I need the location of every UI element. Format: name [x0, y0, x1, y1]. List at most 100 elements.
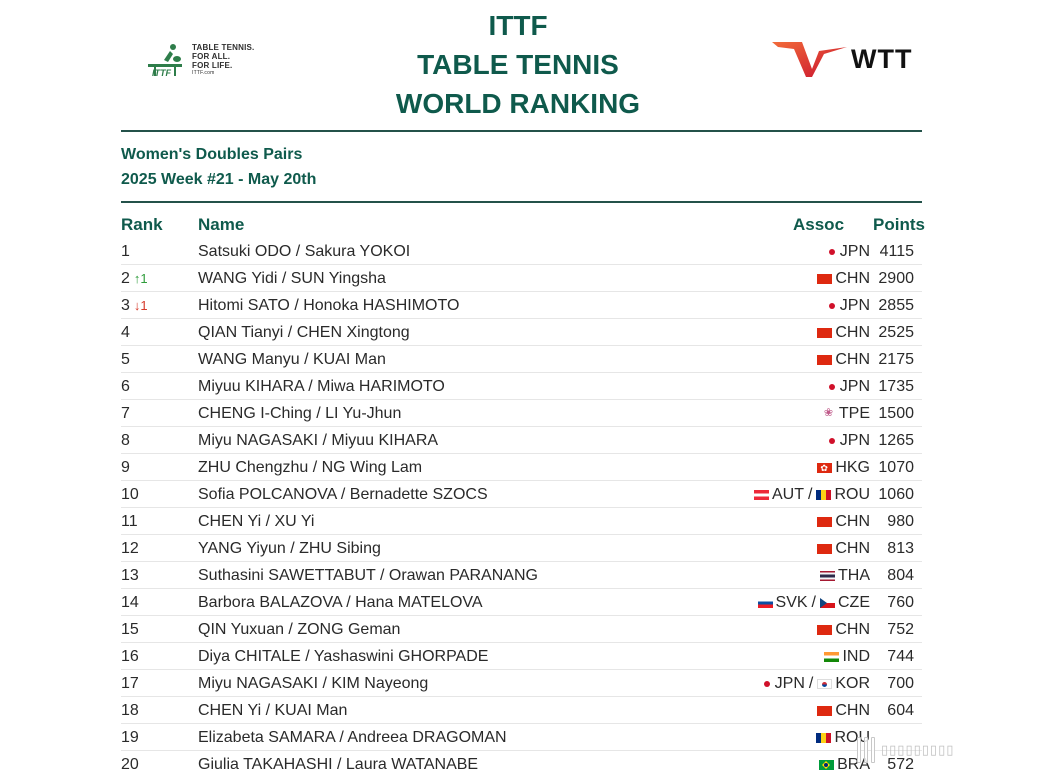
- assoc-code: THA: [838, 567, 870, 584]
- pair-name: Miyuu KIHARA / Miwa HARIMOTO: [198, 378, 445, 395]
- rank-number: 11: [121, 513, 138, 530]
- rank-number: 7: [121, 405, 130, 422]
- points-cell: 700: [887, 675, 914, 692]
- rank-number: 10: [121, 486, 139, 503]
- rou-flag-icon: [816, 732, 832, 743]
- bra-flag-icon: [819, 759, 835, 770]
- ittf-logo: ITTF TABLE TENNIS. FOR ALL. FOR LIFE. IT…: [146, 40, 286, 80]
- assoc-code: CHN: [835, 702, 870, 719]
- assoc-cell: THA: [820, 562, 870, 589]
- rank-cell: 6: [121, 373, 130, 400]
- pair-name: Suthasini SAWETTABUT / Orawan PARANANG: [198, 567, 538, 584]
- cze-flag-icon: [820, 597, 835, 608]
- points-cell: 2900: [878, 270, 914, 287]
- jpn-flag-icon: [827, 436, 837, 446]
- table-row: 3 ↓1 Hitomi SATO / Honoka HASHIMOTO JPN 2855: [121, 292, 922, 319]
- rank-number: 3: [121, 297, 130, 314]
- table-row: 4 QIAN Tianyi / CHEN Xingtong CHN 2525: [121, 319, 922, 346]
- ranking-table: 1 Satsuki ODO / Sakura YOKOI JPN 4115 2 ↑1 WAN…: [121, 238, 922, 776]
- svk-flag-icon: [757, 597, 773, 608]
- pair-name: CHENG I-Ching / LI Yu-Jhun: [198, 405, 402, 422]
- points-cell: 1265: [878, 432, 914, 449]
- assoc-cell: CHN: [817, 265, 870, 292]
- chn-flag-icon: [817, 705, 833, 716]
- rank-cell: 16: [121, 643, 139, 670]
- rou-flag-icon: [816, 489, 832, 500]
- assoc-cell: JPN: [827, 427, 870, 454]
- assoc-cell: AUT / ROU: [753, 481, 870, 508]
- assoc-cell: BRA: [819, 751, 870, 776]
- column-header-points: Points: [873, 215, 925, 234]
- rank-cell: 5: [121, 346, 130, 373]
- jpn-flag-icon: [827, 301, 837, 311]
- assoc-code: JPN: [839, 378, 870, 395]
- pair-name: QIAN Tianyi / CHEN Xingtong: [198, 324, 410, 341]
- tpe-flag-icon: [824, 400, 836, 427]
- assoc-cell: CHN: [817, 697, 870, 724]
- assoc-cell: JPN / KOR: [762, 670, 870, 697]
- rank-cell: 10: [121, 481, 139, 508]
- pair-name: CHEN Yi / XU Yi: [198, 513, 315, 530]
- rank-cell: 12: [121, 535, 139, 562]
- chn-flag-icon: [817, 543, 833, 554]
- rank-number: 13: [121, 567, 139, 584]
- assoc-code: CHN: [835, 324, 870, 341]
- assoc-code: TPE: [838, 405, 870, 422]
- pair-name: ZHU Chengzhu / NG Wing Lam: [198, 459, 423, 476]
- points-cell: 1735: [878, 378, 914, 395]
- jpn-flag-icon: [827, 247, 837, 257]
- pair-name: WANG Yidi / SUN Yingsha: [198, 270, 386, 287]
- subtitle-divider: [121, 201, 922, 203]
- assoc-code: JPN: [839, 297, 870, 314]
- table-row: 8 Miyu NAGASAKI / Miyuu KIHARA JPN 1265: [121, 427, 922, 454]
- pair-name: Miyu NAGASAKI / KIM Nayeong: [198, 675, 429, 692]
- table-row: 13 Suthasini SAWETTABUT / Orawan PARANANG…: [121, 562, 922, 589]
- rank-cell: 18: [121, 697, 139, 724]
- rank-number: 6: [121, 378, 130, 395]
- assoc-code: SVK: [775, 594, 808, 611]
- rank-number: 18: [121, 702, 139, 719]
- assoc-code: CHN: [835, 270, 870, 287]
- assoc-code: JPN: [839, 432, 870, 449]
- assoc-code: JPN: [774, 675, 805, 692]
- points-cell: 813: [887, 540, 914, 557]
- rank-number: 17: [121, 675, 139, 692]
- wtt-logo: WTT: [772, 38, 927, 80]
- points-cell: 1500: [878, 405, 914, 422]
- points-cell: 572: [887, 756, 914, 773]
- assoc-cell: CHN: [817, 346, 870, 373]
- table-row: 12 YANG Yiyun / ZHU Sibing CHN 813: [121, 535, 922, 562]
- rank-number: 20: [121, 756, 139, 773]
- points-cell: 2525: [878, 324, 914, 341]
- pair-name: YANG Yiyun / ZHU Sibing: [198, 540, 381, 557]
- table-row: 17 Miyu NAGASAKI / KIM Nayeong JPN / KOR 700: [121, 670, 922, 697]
- assoc-separator: /: [807, 486, 813, 503]
- rank-cell: 11: [121, 508, 138, 535]
- points-cell: 752: [887, 621, 914, 638]
- rank-cell: 15: [121, 616, 139, 643]
- table-row: 5 WANG Manyu / KUAI Man CHN 2175: [121, 346, 922, 373]
- rank-cell: 1: [121, 238, 130, 265]
- assoc-code: ROU: [834, 729, 870, 746]
- chn-flag-icon: [817, 516, 833, 527]
- rank-cell: 14: [121, 589, 139, 616]
- rank-number: 19: [121, 729, 139, 746]
- rank-cell: 3 ↓1: [121, 292, 148, 319]
- ittf-slogan: TABLE TENNIS. FOR ALL. FOR LIFE. ITTF.co…: [192, 43, 255, 76]
- table-row: 19 Elizabeta SAMARA / Andreea DRAGOMAN ROU: [121, 724, 922, 751]
- rank-cell: 17: [121, 670, 139, 697]
- chn-flag-icon: [817, 624, 833, 635]
- rank-up-indicator: ↑1: [133, 271, 148, 286]
- table-row: 15 QIN Yuxuan / ZONG Geman CHN 752: [121, 616, 922, 643]
- assoc-code: CHN: [835, 621, 870, 638]
- kor-flag-icon: [817, 678, 833, 689]
- rank-cell: 2 ↑1: [121, 265, 148, 292]
- assoc-code: IND: [842, 648, 870, 665]
- table-row: 16 Diya CHITALE / Yashaswini GHORPADE IND 7…: [121, 643, 922, 670]
- table-row: 18 CHEN Yi / KUAI Man CHN 604: [121, 697, 922, 724]
- table-row: 14 Barbora BALAZOVA / Hana MATELOVA SVK / CZ…: [121, 589, 922, 616]
- assoc-code: HKG: [835, 459, 870, 476]
- svg-text:ITTF: ITTF: [152, 68, 171, 78]
- rank-number: 9: [121, 459, 130, 476]
- points-cell: 804: [887, 567, 914, 584]
